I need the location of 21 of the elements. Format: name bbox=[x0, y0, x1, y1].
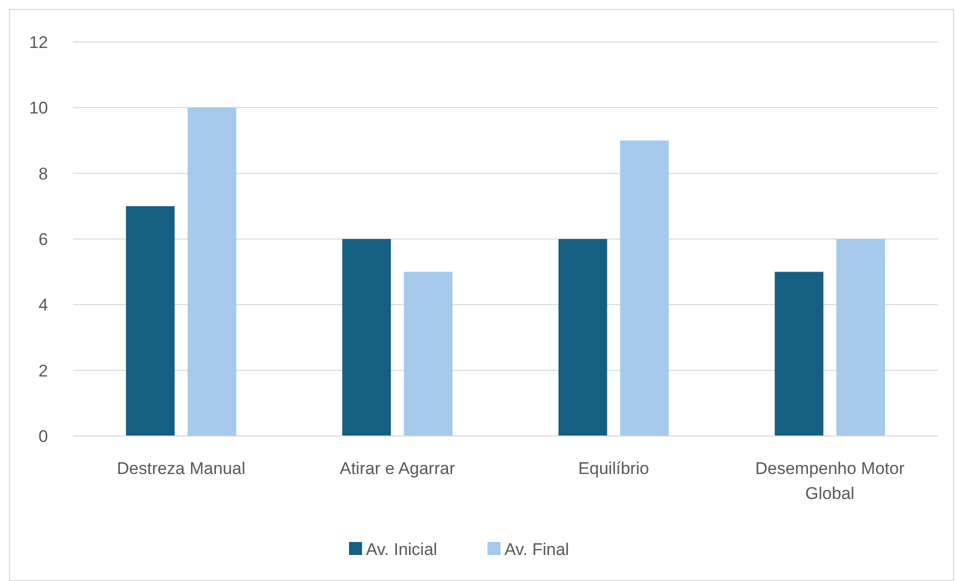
bar bbox=[620, 140, 669, 436]
bar bbox=[126, 206, 175, 436]
x-tick-label: Equilíbrio bbox=[578, 459, 650, 478]
y-tick-label: 6 bbox=[38, 230, 48, 249]
y-tick-label: 12 bbox=[29, 32, 48, 52]
y-tick-label: 0 bbox=[38, 426, 48, 446]
bar bbox=[404, 272, 453, 436]
y-tick-label: 4 bbox=[38, 296, 48, 315]
y-tick-label: 2 bbox=[38, 361, 48, 380]
x-tick-label: Atirar e Agarrar bbox=[340, 459, 456, 478]
y-tick-label: 8 bbox=[38, 164, 48, 184]
bar bbox=[188, 108, 236, 436]
x-tick-label: Desempenho Motor Global bbox=[755, 459, 905, 503]
bar bbox=[342, 239, 391, 436]
bar bbox=[774, 272, 824, 436]
legend-label: Av. Final bbox=[504, 540, 570, 559]
legend-label: Av. Inicial bbox=[366, 540, 438, 559]
bar bbox=[558, 239, 608, 436]
y-tick-label: 10 bbox=[29, 98, 48, 118]
x-tick-label: Destreza Manual bbox=[116, 459, 246, 478]
bar bbox=[836, 239, 886, 436]
